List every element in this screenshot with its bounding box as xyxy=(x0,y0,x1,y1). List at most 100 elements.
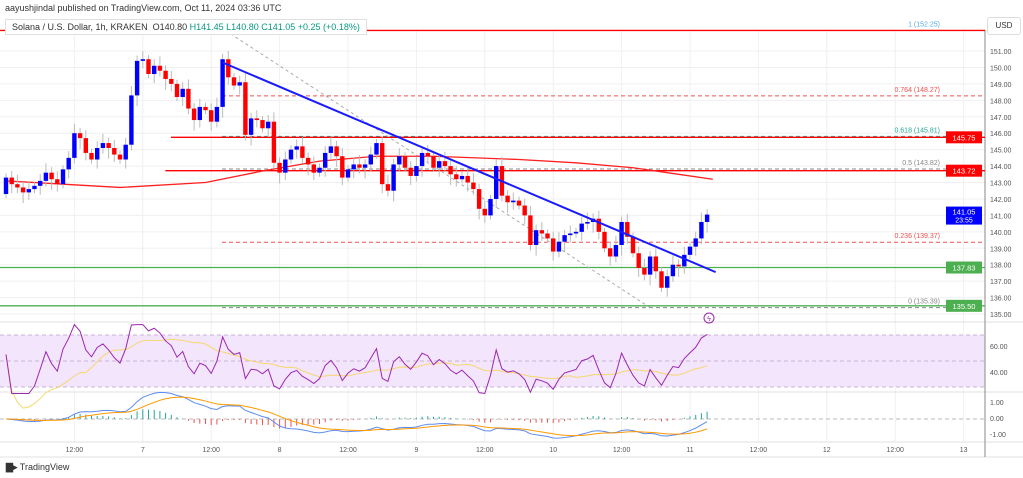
price-tag-label: 145.75 xyxy=(953,133,976,142)
candle xyxy=(476,189,482,209)
candle xyxy=(294,146,299,150)
trendline xyxy=(222,61,717,274)
time-tick: 12:00 xyxy=(613,447,631,454)
price-tick: 151.00 xyxy=(990,49,1012,56)
price-tick: 135.00 xyxy=(990,312,1012,319)
currency-button[interactable]: USD xyxy=(987,17,1021,35)
candle xyxy=(494,166,499,199)
candle xyxy=(20,187,26,193)
candle xyxy=(248,118,254,135)
candle xyxy=(100,143,106,148)
price-tick: 147.00 xyxy=(990,115,1012,122)
price-tick: 148.00 xyxy=(990,98,1012,105)
candle xyxy=(174,83,180,98)
brand-name: TradingView xyxy=(19,462,70,472)
candle xyxy=(374,143,379,155)
candle xyxy=(408,167,413,176)
candle xyxy=(49,172,54,180)
fib-label: 0.5 (143.82) xyxy=(902,160,940,167)
candle xyxy=(134,60,140,96)
symbol-name: Solana / U.S. Dollar, 1h, KRAKEN xyxy=(12,22,148,32)
price-tick: 136.00 xyxy=(990,296,1012,303)
rsi-tick: 40.00 xyxy=(990,370,1008,377)
time-tick: 12:00 xyxy=(886,447,904,454)
time-tick: 13 xyxy=(960,447,968,454)
price-tag xyxy=(946,299,982,312)
candle xyxy=(459,175,465,180)
candle xyxy=(283,159,288,173)
candle xyxy=(231,77,237,86)
macd-tick: -1.00 xyxy=(990,432,1006,439)
candle xyxy=(32,185,37,190)
ohlc-open: O140.80 xyxy=(152,22,188,32)
candle xyxy=(26,189,31,193)
fib-label: 0.618 (145.81) xyxy=(894,127,940,134)
price-tick: 150.00 xyxy=(990,65,1012,72)
candle xyxy=(368,154,373,165)
price-tick: 139.00 xyxy=(990,246,1012,253)
candle xyxy=(471,182,476,190)
time-tick: 7 xyxy=(141,447,145,454)
candle xyxy=(539,230,544,234)
price-tick: 144.00 xyxy=(990,164,1012,171)
price-tick: 143.00 xyxy=(990,181,1012,188)
candle xyxy=(55,179,60,185)
price-tick: 140.00 xyxy=(990,230,1012,237)
price-tick: 149.00 xyxy=(990,82,1012,89)
rsi-line xyxy=(5,323,708,395)
time-tick: 12:00 xyxy=(339,447,357,454)
time-tick: 8 xyxy=(278,447,282,454)
tradingview-logo: ▇▸ TradingView xyxy=(6,462,69,473)
candle xyxy=(209,110,214,122)
candle xyxy=(699,221,704,239)
candle xyxy=(152,65,157,75)
candle xyxy=(311,164,316,173)
candle xyxy=(613,244,619,257)
attribution: aayushjindal published on TradingView.co… xyxy=(5,3,282,13)
candle xyxy=(676,264,681,267)
candle xyxy=(77,133,83,139)
candle xyxy=(357,164,362,168)
candle xyxy=(647,256,653,275)
candle xyxy=(693,238,698,247)
candle xyxy=(9,177,14,185)
candle xyxy=(516,200,522,206)
candle xyxy=(522,205,527,216)
candle xyxy=(72,133,77,158)
candle xyxy=(38,180,43,186)
price-tick: 141.00 xyxy=(990,213,1012,220)
candle xyxy=(277,162,282,173)
candle xyxy=(362,164,368,168)
candle xyxy=(83,138,88,153)
candle xyxy=(254,118,259,121)
candle xyxy=(95,147,100,160)
candle xyxy=(653,256,658,272)
candle xyxy=(545,233,550,239)
rsi-ma-line xyxy=(5,338,708,409)
candle xyxy=(488,198,493,216)
time-tick: 12:00 xyxy=(476,447,494,454)
candle xyxy=(163,70,168,79)
candle xyxy=(220,59,225,107)
candle xyxy=(43,172,49,181)
candle xyxy=(482,208,487,216)
candle xyxy=(391,164,396,191)
macd-line xyxy=(5,391,708,439)
price-tag xyxy=(946,131,982,144)
fib-label: 0.764 (148.27) xyxy=(894,87,940,94)
candle xyxy=(345,169,351,178)
candle xyxy=(106,143,111,148)
candle xyxy=(3,177,9,195)
countdown-label: 23:55 xyxy=(955,218,973,225)
candle xyxy=(505,195,510,203)
candle xyxy=(385,184,391,191)
candle xyxy=(636,253,641,269)
candle xyxy=(169,78,174,84)
candle xyxy=(682,254,687,267)
fib-label: 0 (135.39) xyxy=(908,299,940,306)
candle xyxy=(300,146,305,158)
tv-logo-icon: ▇▸ xyxy=(6,462,18,472)
candle xyxy=(602,231,607,249)
